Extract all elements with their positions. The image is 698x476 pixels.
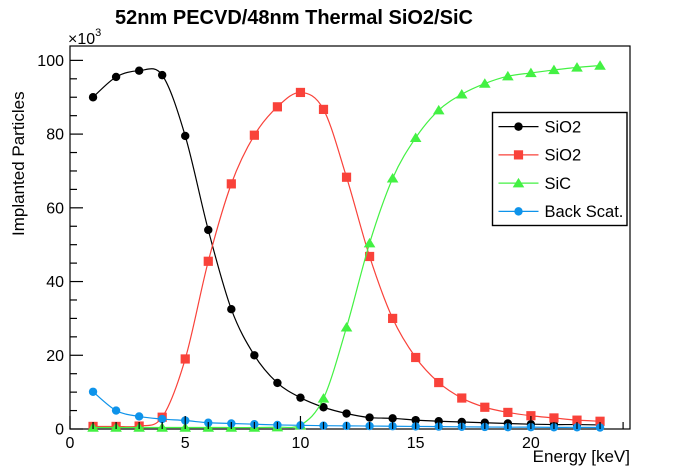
series-sio2-thermal-marker [203, 256, 213, 266]
x-tick-label: 20 [522, 435, 540, 452]
series-sio2-pecvd-marker [111, 72, 121, 82]
legend-back-scat-marker [514, 207, 523, 216]
y-tick-label: 80 [46, 127, 64, 144]
series-sio2-thermal-marker [249, 130, 259, 140]
series-sio2-pecvd-marker [273, 378, 282, 388]
series-sic-marker [479, 78, 491, 88]
series-sio2-pecvd-marker [88, 93, 98, 102]
series-back-scat-marker [134, 412, 144, 421]
x-tick-label: 5 [181, 435, 190, 452]
x-tick-label: 10 [292, 435, 310, 452]
series-sio2-thermal-marker [411, 352, 421, 363]
x-axis-title: Energy [keV] [533, 447, 630, 466]
series-sio2-pecvd-marker [388, 414, 397, 423]
series-sio2-pecvd-marker [227, 304, 236, 314]
legend-box [491, 111, 628, 227]
series-sio2-pecvd-marker [319, 403, 328, 412]
series-sic-marker [525, 67, 537, 78]
y-tick-label: 100 [37, 53, 64, 70]
series-sic-marker [502, 70, 514, 81]
series-sio2-pecvd-marker [157, 70, 167, 80]
y-tick-label: 20 [46, 348, 64, 365]
series-sic-marker [340, 321, 353, 332]
y-tick-label: 60 [46, 200, 64, 217]
legend-label-back-scat: Back Scat. [545, 203, 624, 221]
legend-label-sio2-thermal: SiO2 [545, 147, 582, 165]
series-back-scat-marker [157, 414, 167, 424]
series-sio2-pecvd-marker [181, 131, 190, 141]
series-sio2-pecvd-marker [134, 66, 144, 75]
legend-label-sic: SiC [545, 175, 572, 193]
series-sio2-pecvd-marker [296, 393, 305, 402]
series-sic-marker [571, 62, 583, 72]
legend-item-sic: SiC [498, 175, 572, 193]
series-sio2-thermal-marker [549, 413, 559, 423]
series-back-scat-marker [111, 406, 121, 415]
series-sio2-pecvd-marker [204, 225, 213, 235]
series-sio2-thermal-marker [595, 416, 605, 426]
series-sio2-thermal-marker [572, 415, 582, 425]
series-sio2-pecvd-marker [342, 409, 351, 418]
series-sio2-pecvd-line [92, 68, 601, 426]
series-back-scat-marker [88, 387, 98, 396]
legend-item-back-scat: Back Scat. [498, 203, 624, 221]
series-sio2-pecvd-marker [365, 413, 374, 422]
series-sic-marker [594, 60, 606, 70]
series-sio2-thermal-marker [434, 377, 444, 388]
series-sic-marker [363, 237, 376, 248]
plot-area: 0 5 10 15 20 0 20 40 60 80 100 SiO2 SiO2 SiC Back Scat… [37, 45, 631, 452]
legend-item-sio2-thermal: SiO2 [498, 147, 582, 165]
series-sic-marker [409, 132, 422, 142]
series-sio2-thermal-marker [457, 393, 467, 403]
series-sio2-thermal-marker [226, 179, 236, 189]
legend-sic-marker [512, 177, 525, 188]
series-sio2-thermal-marker [318, 104, 329, 115]
plot-frame [69, 45, 631, 430]
legend-item-sio2-pecvd: SiO2 [498, 118, 582, 136]
x-tick-label: 0 [66, 435, 75, 452]
series-sio2-thermal-marker [295, 87, 306, 98]
y-axis-title: Implanted Particles [9, 91, 28, 236]
series-sio2-thermal-marker [272, 102, 283, 112]
y-tick-label: 0 [55, 422, 64, 439]
series-sic-marker [386, 173, 399, 183]
y-tick-label: 40 [46, 274, 64, 291]
series-sic-marker [455, 88, 468, 99]
y-axis-multiplier: ×103 [68, 27, 101, 48]
series-sio2-thermal-marker [180, 354, 190, 364]
legend-sio2-pecvd-marker [514, 122, 523, 131]
series-sic-marker [548, 64, 560, 75]
series-sio2-thermal-marker [341, 172, 352, 182]
legend-sio2-thermal-marker [513, 150, 524, 160]
series-sic-marker [317, 393, 330, 403]
series-sic-marker [432, 104, 445, 115]
x-axis: 0 5 10 15 20 [66, 416, 624, 452]
x-tick-label: 15 [407, 435, 425, 452]
chart-title: 52nm PECVD/48nm Thermal SiO2/SiC [115, 7, 473, 29]
series-sio2-thermal-marker [526, 411, 536, 421]
y-axis: 0 20 40 60 80 100 [37, 53, 83, 439]
series-sio2-thermal-marker [364, 251, 375, 262]
series-sio2-thermal-marker [480, 402, 490, 412]
series-sio2-thermal-marker [388, 313, 398, 324]
series-sio2-thermal-marker [503, 407, 513, 418]
series-sio2-pecvd-marker [250, 351, 259, 360]
legend: SiO2 SiO2 SiC Back Scat. [491, 111, 628, 227]
legend-label-sio2-pecvd: SiO2 [545, 118, 582, 136]
